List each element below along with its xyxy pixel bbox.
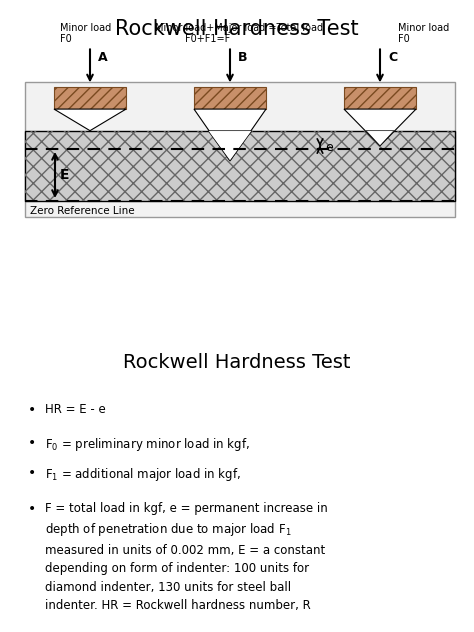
Text: Rockwell Hardness Test: Rockwell Hardness Test bbox=[115, 20, 359, 39]
Bar bbox=[194, 87, 266, 109]
Text: •: • bbox=[28, 466, 36, 480]
Polygon shape bbox=[208, 131, 252, 161]
Text: F$_0$ = preliminary minor load in kgf,: F$_0$ = preliminary minor load in kgf, bbox=[45, 435, 250, 453]
Bar bbox=[54, 87, 126, 109]
Bar bbox=[25, 131, 455, 201]
Text: A: A bbox=[98, 51, 108, 64]
Text: C: C bbox=[388, 51, 397, 64]
Text: •: • bbox=[28, 403, 36, 417]
Text: •: • bbox=[28, 502, 36, 516]
Text: e: e bbox=[325, 141, 333, 154]
Bar bbox=[25, 82, 455, 217]
Text: HR = E - e: HR = E - e bbox=[45, 403, 106, 416]
Bar bbox=[194, 87, 266, 109]
Text: F$_1$ = additional major load in kgf,: F$_1$ = additional major load in kgf, bbox=[45, 466, 241, 483]
Bar bbox=[344, 87, 416, 109]
Text: Minor load: Minor load bbox=[398, 23, 449, 33]
Text: F0: F0 bbox=[60, 34, 72, 44]
Bar bbox=[344, 87, 416, 109]
Bar bbox=[25, 131, 455, 201]
Text: Minor load: Minor load bbox=[60, 23, 111, 33]
Bar bbox=[54, 87, 126, 109]
Polygon shape bbox=[366, 131, 394, 146]
Text: F0: F0 bbox=[398, 34, 410, 44]
Text: •: • bbox=[28, 435, 36, 449]
Text: B: B bbox=[238, 51, 247, 64]
Text: F0+F1=F: F0+F1=F bbox=[185, 34, 230, 44]
Text: E: E bbox=[60, 168, 70, 182]
Text: Minor load+Major load =Total load: Minor load+Major load =Total load bbox=[155, 23, 323, 33]
Text: Zero Reference Line: Zero Reference Line bbox=[30, 206, 135, 216]
Text: Rockwell Hardness Test: Rockwell Hardness Test bbox=[123, 353, 351, 372]
Text: F = total load in kgf, e = permanent increase in
depth of penetration due to maj: F = total load in kgf, e = permanent inc… bbox=[45, 502, 328, 612]
Polygon shape bbox=[344, 109, 416, 146]
Polygon shape bbox=[54, 109, 126, 131]
Polygon shape bbox=[194, 109, 266, 161]
